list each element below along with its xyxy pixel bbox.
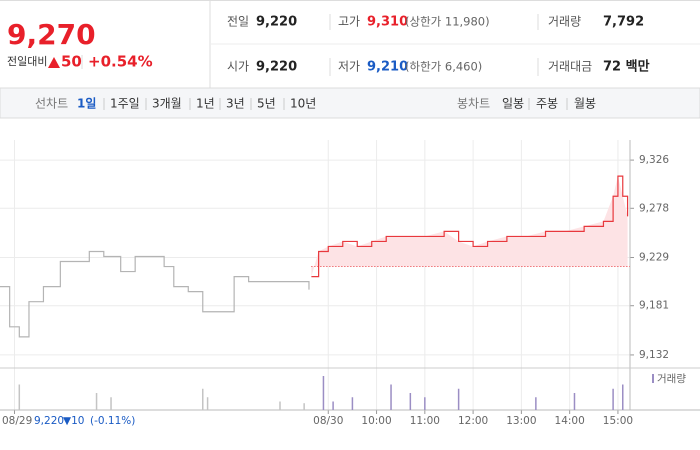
stat-label: 전일 [227,15,249,29]
volume-bar [457,388,460,410]
x-tick-label: 15:00 [603,415,633,427]
tab[interactable]: 3개월 [152,97,182,111]
stat-label: 거래량 [548,15,581,29]
price-line [311,175,629,278]
stat-label: 시가 [227,60,249,74]
stat-value: 9,220 [256,60,297,75]
chart: 9,326 9,278 9,229 9,181 9,132 08/30 10:00 11:00… [0,140,700,427]
y-tick-label: 9,229 [639,252,669,264]
y-tick-label: 9,278 [639,202,669,214]
volume-bar [202,388,204,410]
footer-price: 9,220 [34,415,64,427]
volume-bar [279,401,281,410]
tab-group-label: 봉차트 [457,97,490,111]
y-tick-label: 9,326 [639,154,669,166]
volume-bar [622,384,624,410]
stat-value: 9,220 [256,15,297,30]
tab[interactable]: 1일 [77,97,96,111]
footer-change: ▼10 [63,415,84,427]
footer-rate: (-0.11%) [90,415,135,427]
tab[interactable]: 일봉 [502,97,524,111]
volume-bar [332,401,334,410]
stats: 전일 9,220 고가 9,310(상한가 11,980) 거래량 7,792 시가 9,22… [227,15,650,75]
tabs: 선차트 1일 1주일 3개월 1년 3년 5년 10년 봉차트 일봉 주봉 월봉 [35,97,596,111]
volume-bar [351,397,354,410]
tab[interactable]: 월봉 [574,97,596,111]
footer-date: 08/29 [2,415,32,427]
tab[interactable]: 1주일 [110,97,140,111]
stat-value: 7,792 [603,15,644,30]
legend-label: 거래량 [657,373,686,385]
volume-bar [612,388,614,410]
x-tick-label: 08/30 [313,415,343,427]
stat-value: 72 백만 [603,59,650,75]
volume-bar [409,393,412,410]
volume-bar [535,397,537,410]
y-tick-label: 9,181 [639,300,669,312]
stat-value: 9,310 [367,15,408,30]
x-tick-label: 12:00 [458,415,488,427]
volume-bar [303,403,305,410]
volume-bar [390,384,392,410]
change-label: 전일대비 [7,54,47,68]
stat-note: (하한가 6,460) [405,60,482,74]
x-tick-label: 10:00 [361,415,391,427]
tab[interactable]: 3년 [226,97,245,111]
area-fill [311,176,628,277]
stat-label: 저가 [338,60,360,74]
volume-bar [110,397,112,410]
x-tick-label: 14:00 [555,415,585,427]
volume-bar [95,393,98,410]
volume-bar [206,397,209,410]
x-tick-label: 13:00 [506,415,536,427]
tab[interactable]: 주봉 [536,97,558,111]
volume-bar [424,397,426,410]
tab[interactable]: 10년 [290,97,316,111]
volume-bar [322,376,325,410]
legend-swatch [652,374,654,383]
up-arrow [48,57,60,68]
price-line [0,250,310,338]
stat-note: (상한가 11,980) [405,15,490,29]
tab[interactable]: 5년 [257,97,276,111]
rate: +0.54% [88,53,153,71]
stat-label: 고가 [338,15,360,29]
x-tick-label: 11:00 [410,415,440,427]
tab-group-label: 선차트 [35,97,68,111]
tab-bar [0,87,700,119]
volume-bar [573,393,576,410]
stat-value: 9,210 [367,60,408,75]
y-tick-label: 9,132 [639,349,669,361]
stat-label: 거래대금 [548,60,592,74]
price: 9,270 [7,18,96,51]
volume-bar [18,384,21,410]
tab[interactable]: 1년 [196,97,215,111]
change: 50 [61,53,82,71]
